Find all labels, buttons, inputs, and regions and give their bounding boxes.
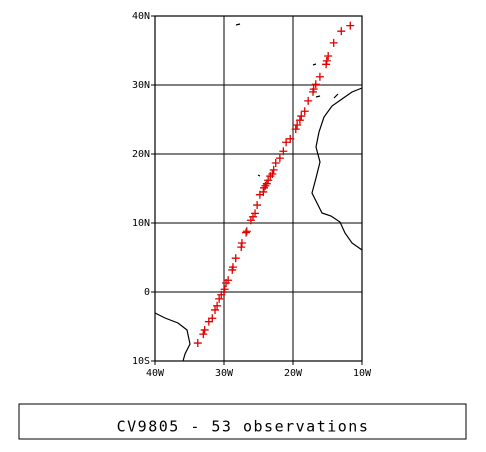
observation-point (269, 165, 278, 174)
observation-point (293, 121, 302, 130)
observation-point (324, 52, 333, 61)
observation-point (337, 27, 346, 36)
madeira (312, 63, 317, 66)
y-tick-label: 20N (132, 149, 150, 160)
y-tick-label: 0 (144, 287, 150, 298)
observation-point (297, 112, 306, 121)
observation-point (231, 254, 240, 263)
grid: 40W 30W 20W 10W 10S 0 10N 20N 30N 40N (132, 11, 372, 379)
observation-point (193, 339, 202, 348)
observation-point (204, 317, 213, 326)
cape-verde (257, 174, 261, 177)
observation-point (208, 314, 217, 323)
observation-point (271, 158, 280, 167)
observation-point (311, 80, 320, 89)
x-tick-label: 30W (215, 368, 234, 379)
observation-point (264, 176, 273, 185)
y-tick-label: 30N (132, 80, 150, 91)
observation-point (282, 138, 291, 147)
coast-detail (333, 93, 339, 99)
observation-point (213, 301, 222, 310)
observation-point (237, 239, 246, 248)
observation-point (322, 56, 331, 65)
observation-point (253, 201, 262, 210)
observation-point (329, 38, 338, 47)
observation-point (237, 243, 246, 252)
observation-point (268, 170, 277, 179)
observation-point (300, 107, 309, 116)
observation-point (215, 294, 224, 303)
observation-point (242, 227, 251, 236)
observation-point (291, 125, 300, 134)
observation-point (286, 134, 295, 143)
x-tick-label: 40W (146, 368, 165, 379)
observations (193, 21, 355, 348)
observation-point (255, 190, 264, 199)
observation-point (309, 87, 318, 96)
y-tick-label: 10N (132, 218, 150, 229)
caption-box (18, 403, 467, 440)
observation-point (220, 285, 229, 294)
azores (235, 23, 241, 26)
x-tick-label: 20W (284, 368, 303, 379)
observation-point (315, 72, 324, 81)
observation-point (266, 172, 275, 181)
observation-point (200, 325, 209, 334)
observation-point (222, 279, 231, 288)
observation-point (246, 216, 255, 225)
y-tick-label: 40N (132, 11, 150, 22)
observation-point (199, 330, 208, 339)
observation-point (346, 21, 355, 30)
observation-point (275, 154, 284, 163)
x-tick-label: 10W (353, 368, 372, 379)
observation-point (228, 265, 237, 274)
coastlines (154, 23, 363, 362)
observation-point (322, 60, 331, 69)
observation-point (304, 96, 313, 105)
observation-point (279, 147, 288, 156)
africa-coast (311, 87, 363, 251)
observation-point (251, 209, 260, 218)
map-frame (154, 15, 363, 362)
observation-point (242, 228, 251, 237)
y-tick-label: 10S (132, 356, 150, 367)
observation-point (217, 290, 226, 299)
caption: CV9805 - 53 observations (117, 418, 370, 436)
observation-point (261, 181, 270, 190)
canary-islands (315, 95, 321, 98)
observation-point (211, 305, 220, 314)
brazil-coast (154, 312, 191, 362)
observation-point (295, 116, 304, 125)
